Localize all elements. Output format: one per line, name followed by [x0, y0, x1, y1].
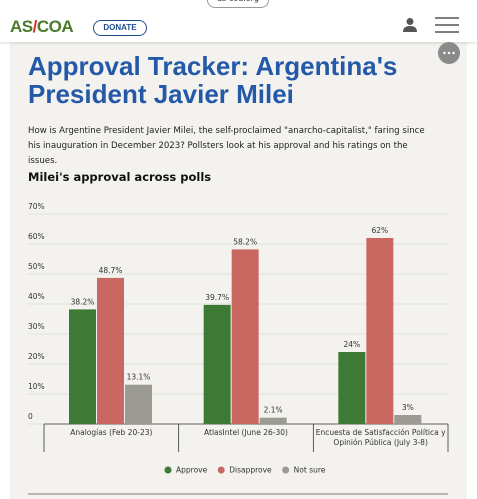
bar [125, 384, 152, 424]
value-label: 13.1% [127, 373, 151, 382]
y-tick-label: 50% [28, 262, 45, 271]
bar [97, 277, 124, 424]
value-label: 2.1% [264, 406, 283, 415]
legend-label: Disapprove [229, 466, 272, 475]
value-label: 24% [343, 340, 360, 349]
bar [231, 249, 259, 424]
legend-label: Approve [176, 466, 208, 475]
value-label: 38.2% [71, 297, 95, 306]
legend-swatch [217, 466, 225, 474]
logo[interactable]: AS/COA [10, 17, 74, 37]
bar [203, 304, 231, 424]
value-label: 48.7% [99, 266, 123, 275]
logo-part: COA [36, 17, 74, 36]
x-tick-label: Encuesta de Satisfacción Política y Opin… [315, 428, 446, 447]
account-icon[interactable] [402, 17, 418, 33]
y-tick-label: 10% [28, 382, 45, 391]
y-tick-label: 60% [28, 232, 45, 241]
site-header: as-coa.org AS/COA DONATE [0, 0, 477, 42]
x-tick-label-box: AtlasIntel (June 26-30) [204, 428, 288, 437]
y-tick-label: 0 [28, 412, 33, 421]
bar [69, 309, 96, 424]
article-title: Approval Tracker: Argentina's President … [28, 51, 398, 109]
y-tick-label: 30% [28, 322, 45, 331]
article-intro: How is Argentine President Javier Milei,… [28, 126, 425, 166]
x-tick-label-box: Encuesta de Satisfacción Política y Opin… [315, 428, 446, 447]
bar [259, 417, 287, 424]
value-label: 62% [371, 226, 388, 235]
y-tick-label: 40% [28, 292, 45, 301]
bar [394, 415, 422, 424]
bar [366, 238, 394, 424]
logo-slash: / [32, 17, 38, 36]
value-label: 58.2% [233, 237, 257, 246]
bar [338, 352, 366, 424]
menu-icon[interactable] [435, 17, 459, 33]
x-tick-label: Analogías (Feb 20-23) [70, 428, 153, 437]
x-tick-label: AtlasIntel (June 26-30) [204, 428, 288, 437]
y-tick-label: 70% [28, 202, 45, 211]
legend-label: Not sure [294, 466, 326, 475]
url-pill[interactable]: as-coa.org [207, 0, 269, 8]
legend-swatch [282, 466, 290, 474]
value-label: 3% [402, 403, 414, 412]
logo-part: AS [10, 17, 33, 36]
legend: Approve Disapprove Not sure [164, 466, 326, 475]
value-label: 39.7% [205, 293, 229, 302]
donate-button[interactable]: DONATE [93, 20, 147, 36]
x-tick-label-box: Analogías (Feb 20-23) [70, 428, 153, 437]
y-tick-label: 20% [28, 352, 45, 361]
more-button[interactable] [437, 41, 461, 65]
legend-swatch [164, 466, 172, 474]
chart-title: Milei's approval across polls [28, 170, 212, 184]
